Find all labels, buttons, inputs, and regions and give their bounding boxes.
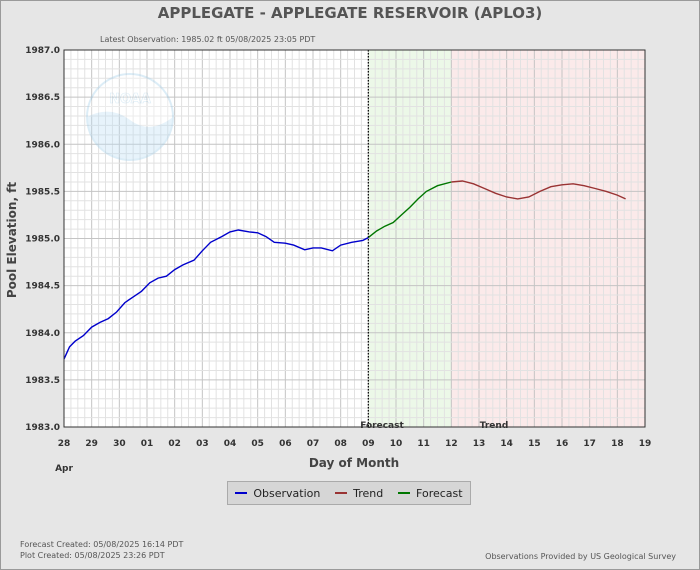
x-tick-label: 05: [251, 439, 264, 449]
legend-swatch-forecast: [398, 492, 411, 494]
x-tick-label: 28: [58, 439, 71, 449]
x-tick-label: 07: [307, 439, 320, 449]
x-tick-label: 02: [168, 439, 181, 449]
forecast-created-text: Forecast Created: 05/08/2025 16:14 PDT: [20, 540, 184, 549]
x-tick-label: 10: [390, 439, 403, 449]
x-tick-label: 19: [639, 439, 652, 449]
x-tick-label: 03: [196, 439, 209, 449]
legend-label-observation: Observation: [253, 486, 321, 500]
legend-label-forecast: Forecast: [416, 486, 463, 500]
x-axis-label: Day of Month: [309, 456, 399, 470]
legend-item-observation: Observation: [235, 487, 320, 500]
x-tick-label: 30: [113, 439, 126, 449]
x-tick-label: 09: [362, 439, 375, 449]
x-tick-label: 15: [528, 439, 541, 449]
y-tick-labels: 1983.0 1983.5 1984.0 1984.5 1985.0 1985.5 1986…: [25, 46, 60, 433]
y-axis-label: Pool Elevation, ft: [5, 182, 19, 299]
x-tick-label: 17: [583, 439, 596, 449]
y-tick-label: 1983.5: [25, 376, 60, 386]
legend-item-trend: Trend: [335, 487, 383, 500]
x-tick-labels: 28 29 30 01 02 03 04 05 06 07 08 09 10 11 12 13 14 15 16 17…: [58, 439, 652, 449]
x-tick-label: 11: [417, 439, 430, 449]
y-tick-label: 1986.5: [25, 93, 60, 103]
trend-region-label: Trend: [480, 421, 509, 431]
x-tick-label: 01: [141, 439, 154, 449]
x-tick-label: 08: [334, 439, 347, 449]
plot-border: [63, 49, 646, 428]
legend-item-forecast: Forecast: [398, 487, 463, 500]
x-tick-label: 04: [224, 439, 237, 449]
noaa-logo-text: NOAA: [109, 92, 151, 107]
x-tick-label: 12: [445, 439, 458, 449]
series-line-trend: [451, 180, 626, 200]
legend: Observation Trend Forecast: [227, 481, 471, 505]
x-tick-label: 13: [473, 439, 486, 449]
x-tick-label: 16: [556, 439, 569, 449]
noaa-logo: NOAA: [86, 73, 174, 161]
y-tick-label: 1985.5: [25, 187, 60, 197]
data-provider-text: Observations Provided by US Geological S…: [485, 552, 676, 561]
series-line-observation: [63, 229, 369, 360]
month-label: Apr: [55, 464, 73, 474]
plot-created-text: Plot Created: 05/08/2025 23:26 PDT: [20, 551, 165, 560]
x-tick-label: 18: [611, 439, 624, 449]
series-line-forecast: [367, 181, 452, 239]
latest-observation: Latest Observation: 1985.02 ft 05/08/202…: [100, 35, 315, 44]
forecast-region-label: Forecast: [360, 421, 404, 431]
y-tick-label: 1986.0: [25, 140, 60, 150]
y-tick-label: 1985.0: [25, 235, 60, 245]
x-tick-label: 14: [500, 439, 513, 449]
legend-swatch-observation: [235, 492, 248, 494]
x-tick-label: 06: [279, 439, 292, 449]
series-lines: [63, 180, 626, 360]
chart-title: APPLEGATE - APPLEGATE RESERVOIR (APLO3): [158, 4, 543, 22]
legend-swatch-trend: [335, 492, 348, 494]
legend-label-trend: Trend: [353, 486, 384, 500]
y-tick-label: 1984.5: [25, 282, 60, 292]
y-tick-label: 1987.0: [25, 46, 60, 56]
y-tick-label: 1984.0: [25, 329, 60, 339]
x-tick-label: 29: [85, 439, 98, 449]
y-tick-label: 1983.0: [25, 423, 60, 433]
